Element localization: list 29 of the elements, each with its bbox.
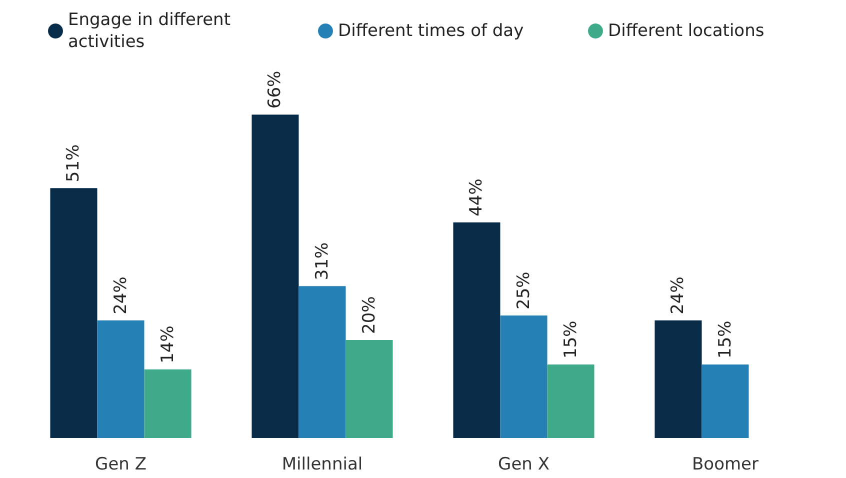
legend-label: Engage in different activities [68,10,236,52]
data-label: 14% [158,326,178,364]
data-label: 20% [359,296,380,334]
data-label: 15% [560,320,581,358]
legend-label: Different locations [608,21,764,41]
bar [500,316,548,438]
bar [252,114,299,438]
data-label: 15% [715,320,736,358]
data-label: 31% [312,242,332,280]
legend-label: Different times of day [338,21,524,41]
bar [453,222,500,438]
bar [50,188,98,438]
x-tick-label: Millennial [282,454,363,474]
bar [547,364,594,438]
data-label: 24% [668,276,688,314]
data-label: 66% [265,70,286,109]
x-tick-label: Gen Z [95,454,146,474]
bar [298,286,346,438]
data-label: 24% [110,276,131,314]
bar [346,340,393,438]
data-label: 44% [466,178,487,216]
data-label: 25% [514,272,534,310]
bar [144,369,192,438]
data-label: 51% [64,144,84,182]
bar [97,320,144,438]
bar [702,364,749,438]
bar [654,320,702,438]
x-tick-label: Boomer [692,454,758,474]
x-tick-label: Gen X [498,454,550,474]
